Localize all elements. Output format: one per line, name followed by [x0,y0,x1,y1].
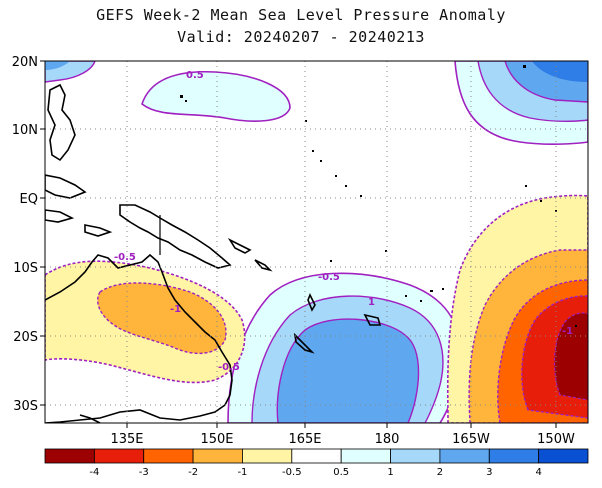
contour-label: -0.5 [218,362,240,373]
lon-label: 180 [375,432,400,447]
colorbar-label: -2 [188,467,198,478]
lon-label: 150W [537,432,575,447]
new-guinea-coast [119,204,232,269]
australia-coast [45,253,233,423]
colorbar-swatch [538,448,589,464]
contour-label: -1 [562,326,573,337]
map-title: GEFS Week-2 Mean Sea Level Pressure Anom… [96,6,506,24]
lon-label: 165E [288,432,321,447]
colorbar-swatch [340,448,391,464]
lon-label: 150E [200,432,233,447]
colorbar: -4 -3 -2 -1 -0.5 0.5 1 2 3 4 [44,448,589,478]
coastlines [45,83,382,423]
colorbar-swatch [44,448,95,464]
lon-label: 165W [452,432,490,447]
colorbar-swatch [439,448,490,464]
lat-label: 20N [12,55,38,70]
colorbar-swatch [93,448,145,464]
plot-frame [44,60,589,424]
lon-label: 135E [110,432,143,447]
colorbar-label: 2 [437,467,443,478]
colorbar-swatch [291,448,342,464]
lat-label: 10S [13,261,38,276]
anomaly-field: 0.5 -0.5 -1 -0.5 -0.5 1 -1 [45,61,588,423]
colorbar-label: -1 [237,467,247,478]
colorbar-label: 3 [486,467,492,478]
map-subtitle: Valid: 20240207 - 20240213 [177,28,425,46]
lat-label: 10N [12,123,38,138]
contour-label: 0.5 [186,70,204,81]
colorbar-swatch [143,448,194,464]
colorbar-swatch [242,448,293,464]
contour-label: -0.5 [114,252,136,263]
colorbar-label: -4 [89,467,99,478]
lat-label: 30S [13,399,38,414]
philippines-coast [47,83,76,162]
colorbar-label: 1 [387,467,393,478]
contour-label: -0.5 [318,272,340,283]
positive-anomaly-north [141,70,291,122]
contour-label: -1 [170,304,181,315]
colorbar-swatch [488,448,540,464]
colorbar-label: -3 [139,467,149,478]
gridlines [45,61,588,423]
colorbar-label: 4 [535,467,541,478]
longitude-axis: 135E 150E 165E 180 165W 150W [110,423,575,447]
colorbar-label: -0.5 [282,467,302,478]
lat-label: EQ [20,192,38,207]
colorbar-swatch [390,448,441,464]
latitude-axis: 20N 10N EQ 10S 20S 30S [12,55,45,414]
colorbar-swatch [192,448,243,464]
lat-label: 20S [13,330,38,345]
contour-label: 1 [368,297,375,308]
colorbar-label: 0.5 [333,467,349,478]
